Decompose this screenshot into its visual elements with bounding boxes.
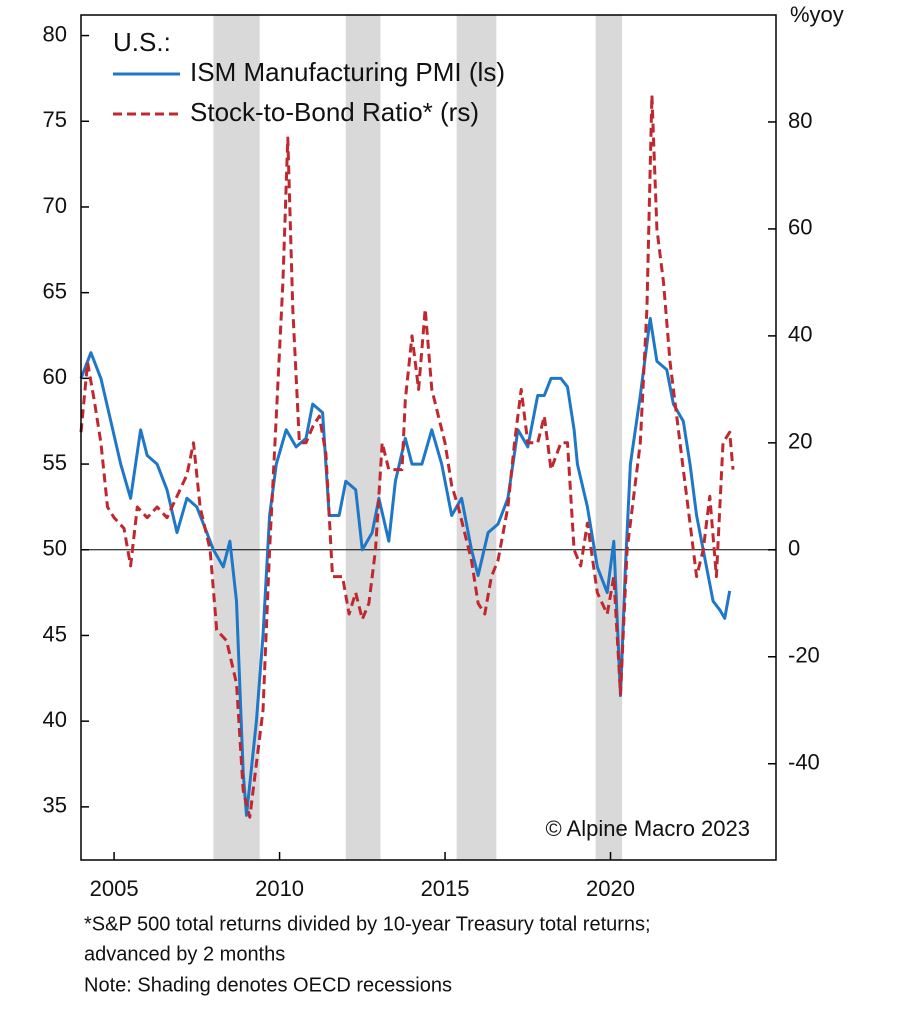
y-tick-label: 75 (43, 107, 67, 132)
plot-frame (80, 14, 777, 861)
y-tick-label: 55 (43, 450, 67, 475)
footnote: advanced by 2 months (84, 943, 285, 965)
recession-shading (456, 15, 497, 860)
series-line (79, 93, 735, 819)
recession-shading (213, 15, 260, 860)
y2-tick-label: 20 (788, 429, 812, 454)
legend-label: Stock-to-Bond Ratio* (rs) (190, 97, 479, 127)
y2-tick-label: 40 (788, 322, 812, 347)
legend-label: ISM Manufacturing PMI (ls) (190, 57, 505, 87)
y-tick-label: 65 (43, 278, 67, 303)
legend-title: U.S.: (113, 27, 171, 57)
x-tick-label: 2020 (586, 876, 635, 901)
x-tick-label: 2010 (255, 876, 304, 901)
y-tick-label: 80 (43, 21, 67, 46)
footnote: Note: Shading denotes OECD recessions (84, 974, 452, 996)
y2-tick-label: -20 (788, 643, 820, 668)
recession-shading (595, 15, 623, 860)
y2-axis-label: %yoy (790, 2, 844, 27)
y-tick-label: 45 (43, 621, 67, 646)
y-tick-label: 60 (43, 364, 67, 389)
y2-tick-label: 0 (788, 536, 800, 561)
x-tick-label: 2005 (90, 876, 139, 901)
y-tick-label: 50 (43, 536, 67, 561)
y-tick-label: 70 (43, 193, 67, 218)
x-tick-label: 2015 (421, 876, 470, 901)
footnote: *S&P 500 total returns divided by 10-yea… (84, 913, 651, 935)
annotation: © Alpine Macro 2023 (545, 816, 750, 841)
y-tick-label: 40 (43, 707, 67, 732)
y2-tick-label: -40 (788, 750, 820, 775)
y-tick-label: 35 (43, 793, 67, 818)
recession-shading (345, 15, 381, 860)
y2-tick-label: 80 (788, 108, 812, 133)
y2-tick-label: 60 (788, 215, 812, 240)
